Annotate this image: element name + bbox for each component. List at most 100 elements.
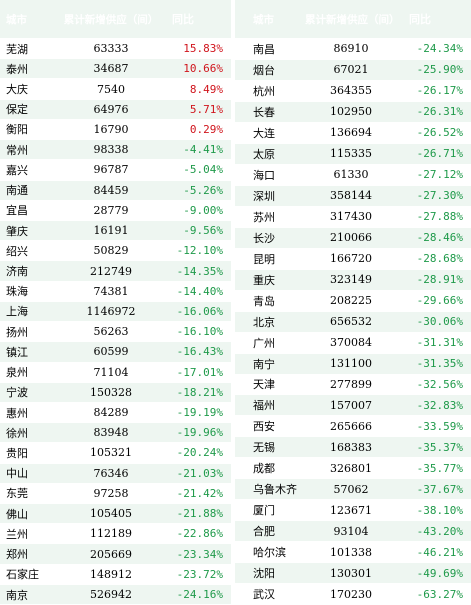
cell: 苏州 xyxy=(253,210,275,224)
header-cell: 累计新增供应（间） xyxy=(305,13,400,26)
data-row: 成都 326801 -35.77% xyxy=(235,458,471,480)
cell: -5.26% xyxy=(183,183,223,197)
cell: 郑州 xyxy=(6,548,28,562)
data-row: 东莞 97258 -21.42% xyxy=(0,484,231,505)
header-cell: 城市 xyxy=(253,13,274,26)
cell: 84459 xyxy=(93,183,129,197)
data-row: 大连 136694 -26.52% xyxy=(235,123,471,144)
cell: -27.88% xyxy=(416,210,463,224)
cell: 83948 xyxy=(93,426,129,440)
cell: -31.35% xyxy=(416,357,463,371)
cell: 57062 xyxy=(333,482,369,496)
cell: -26.31% xyxy=(416,105,463,119)
cell: -25.90% xyxy=(416,63,463,77)
data-row: 西安 265666 -33.59% xyxy=(235,416,471,438)
cell: 131100 xyxy=(330,357,372,371)
cell: 福州 xyxy=(253,399,275,413)
data-row: 贵阳 105321 -20.24% xyxy=(0,443,231,464)
header-cell: 同比 xyxy=(409,13,431,26)
cell: 镇江 xyxy=(6,345,28,359)
cell: -27.12% xyxy=(416,168,463,182)
cell: -20.24% xyxy=(176,446,223,460)
data-row: 青岛 208225 -29.66% xyxy=(235,291,471,312)
data-row: 兰州 112189 -22.86% xyxy=(0,524,231,545)
cell: 71104 xyxy=(93,365,129,379)
data-row: 徐州 83948 -19.96% xyxy=(0,423,231,444)
cell: 重庆 xyxy=(253,273,275,287)
cell: 96787 xyxy=(93,163,129,177)
cell: 84289 xyxy=(93,406,129,420)
data-row: 宜昌 28779 -9.00% xyxy=(0,201,231,221)
cell: -14.40% xyxy=(176,284,223,298)
cell: -9.56% xyxy=(183,224,223,238)
cell: -27.30% xyxy=(416,189,463,203)
cell: 天津 xyxy=(253,378,275,392)
data-row: 杭州 364355 -26.17% xyxy=(235,81,471,102)
cell: 宜昌 xyxy=(6,204,28,218)
cell: 210066 xyxy=(330,231,372,245)
data-row: 无锡 168383 -35.37% xyxy=(235,437,471,459)
data-row: 北京 656532 -30.06% xyxy=(235,311,471,333)
cell: -23.72% xyxy=(176,567,223,581)
cell: -32.83% xyxy=(416,398,463,412)
data-row: 芜湖 63333 15.83% xyxy=(0,39,231,60)
cell: 60599 xyxy=(93,345,129,359)
cell: 136694 xyxy=(330,126,372,140)
header-row: 城市 累计新增供应（间） 同比 xyxy=(0,0,231,39)
cell: 98338 xyxy=(93,143,129,157)
data-row: 海口 61330 -27.12% xyxy=(235,165,471,186)
data-row: 衡阳 16790 0.29% xyxy=(0,120,231,141)
cell: 南京 xyxy=(6,588,28,602)
cell: 沈阳 xyxy=(253,567,275,581)
cell: -16.06% xyxy=(176,304,223,318)
cell: 170230 xyxy=(330,587,372,601)
cell: 323149 xyxy=(330,273,372,287)
data-row: 重庆 323149 -28.91% xyxy=(235,269,471,291)
cell: 93104 xyxy=(333,524,369,538)
cell: -28.68% xyxy=(416,252,463,266)
cell: 上海 xyxy=(6,305,28,319)
data-row: 哈尔滨 101338 -46.21% xyxy=(235,542,471,564)
cell: 海口 xyxy=(253,168,275,182)
cell: 105405 xyxy=(90,507,132,521)
cell: 64976 xyxy=(93,102,129,116)
cell: 112189 xyxy=(90,527,132,541)
cell: 526942 xyxy=(90,588,132,602)
data-row: 乌鲁木齐 57062 -37.67% xyxy=(235,479,471,501)
cell: -35.77% xyxy=(416,461,463,475)
data-row: 南昌 86910 -24.34% xyxy=(235,39,471,60)
cell: 105321 xyxy=(90,446,132,460)
cell: 合肥 xyxy=(253,525,275,539)
data-row: 济南 212749 -14.35% xyxy=(0,261,231,282)
cell: -16.10% xyxy=(176,325,223,339)
cell: 364355 xyxy=(330,84,372,98)
cell: -29.66% xyxy=(416,294,463,308)
cell: 370084 xyxy=(330,336,372,350)
cell: 嘉兴 xyxy=(6,163,28,177)
data-row: 武汉 170230 -63.27% xyxy=(235,584,471,605)
cell: 长沙 xyxy=(253,231,275,245)
data-row: 沈阳 130301 -49.69% xyxy=(235,563,471,585)
cell: 肇庆 xyxy=(6,224,28,238)
cell: 123671 xyxy=(330,503,372,517)
cell: -46.21% xyxy=(416,545,463,559)
cell: 贵阳 xyxy=(6,446,28,460)
cell: 衡阳 xyxy=(6,123,28,137)
cell: 15.83% xyxy=(183,42,223,56)
cell: -24.16% xyxy=(176,588,223,602)
cell: 泰州 xyxy=(6,62,28,76)
data-row: 宁波 150328 -18.21% xyxy=(0,382,231,403)
cell: -37.67% xyxy=(416,482,463,496)
cell: 乌鲁木齐 xyxy=(253,483,297,497)
data-row: 合肥 93104 -43.20% xyxy=(235,521,471,543)
data-row: 嘉兴 96787 -5.04% xyxy=(0,160,231,181)
data-row: 肇庆 16191 -9.56% xyxy=(0,220,231,242)
data-row: 珠海 74381 -14.40% xyxy=(0,282,231,302)
cell: 武汉 xyxy=(253,588,275,602)
cell: 102950 xyxy=(330,105,372,119)
cell: 南昌 xyxy=(253,42,275,56)
cell: -26.71% xyxy=(416,147,463,161)
cell: 广州 xyxy=(253,336,275,350)
cell: 深圳 xyxy=(253,189,275,203)
cell: 石家庄 xyxy=(6,568,39,582)
